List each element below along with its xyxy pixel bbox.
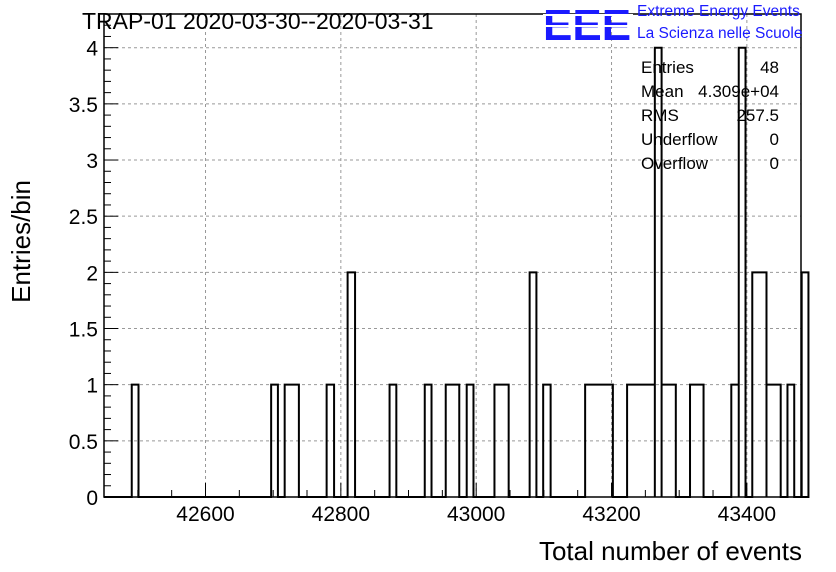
x-tick-label: 42600 [176, 503, 234, 526]
histogram-bin [802, 272, 809, 497]
stats-key: Underflow [641, 130, 718, 149]
eee-logo: EEE [543, 2, 633, 46]
y-tick-label: 1.5 [69, 319, 98, 342]
x-tick-label: 43400 [718, 503, 776, 526]
histogram-bin [690, 385, 704, 497]
x-tick-label: 43200 [582, 503, 640, 526]
histogram-bin [731, 385, 738, 497]
x-tick-label: 42800 [312, 503, 370, 526]
logo-line-2: La Scienza nelle Scuole [637, 25, 803, 42]
svg-text:EEE: EEE [543, 2, 631, 46]
histogram-bin [766, 385, 780, 497]
histogram-bin [662, 385, 676, 497]
stats-value: 257.5 [736, 106, 779, 125]
y-tick-label: 1 [86, 375, 98, 398]
x-axis-label: Total number of events [538, 536, 802, 566]
plot-frame [103, 13, 802, 498]
histogram-bin [585, 385, 613, 497]
histogram-bin [327, 385, 334, 497]
y-axis-label: Entries/bin [6, 180, 36, 303]
histogram-bin [467, 385, 474, 497]
stats-key: Overflow [641, 154, 709, 173]
eee-logo-mark: EEE [543, 2, 631, 46]
histogram-bin [627, 385, 655, 497]
chart-title: TRAP-01 2020-03-30--2020-03-31 [82, 8, 434, 34]
histogram-bin [348, 272, 355, 497]
y-tick-label: 3 [86, 150, 98, 173]
stats-box: Entries 48 Mean 4.309e+04 RMS 257.5 Unde… [641, 58, 779, 178]
histogram-bin [132, 385, 139, 497]
stats-row-mean: Mean 4.309e+04 [641, 82, 779, 106]
stats-key: RMS [641, 106, 679, 125]
stats-row-entries: Entries 48 [641, 58, 779, 82]
histogram-bin [752, 272, 766, 497]
x-tick-label: 43000 [447, 503, 505, 526]
stats-key: Mean [641, 82, 684, 101]
histogram-bin [271, 385, 278, 497]
y-tick-label: 2 [86, 262, 98, 285]
histogram-bin [446, 385, 460, 497]
stats-value: 0 [769, 130, 779, 149]
y-tick-label: 2.5 [69, 206, 98, 229]
y-tick-label: 4 [86, 38, 98, 61]
histogram-bin [494, 385, 508, 497]
y-tick-label: 0 [86, 487, 98, 510]
histogram-bin [543, 385, 550, 497]
histogram-bin [425, 385, 432, 497]
histogram-bin [390, 385, 397, 497]
stats-row-rms: RMS 257.5 [641, 106, 779, 130]
y-tick-label: 3.5 [69, 94, 98, 117]
histogram-bin [530, 272, 537, 497]
stats-row-overflow: Overflow 0 [641, 154, 779, 178]
stats-value: 0 [769, 154, 779, 173]
stats-value: 48 [760, 58, 779, 77]
stats-value: 4.309e+04 [698, 82, 779, 101]
stats-row-underflow: Underflow 0 [641, 130, 779, 154]
y-tick-label: 0.5 [69, 431, 98, 454]
histogram-bin [285, 385, 299, 497]
logo-line-1: Extreme Energy Events [637, 3, 800, 20]
stats-key: Entries [641, 58, 694, 77]
histogram-bin [787, 385, 794, 497]
